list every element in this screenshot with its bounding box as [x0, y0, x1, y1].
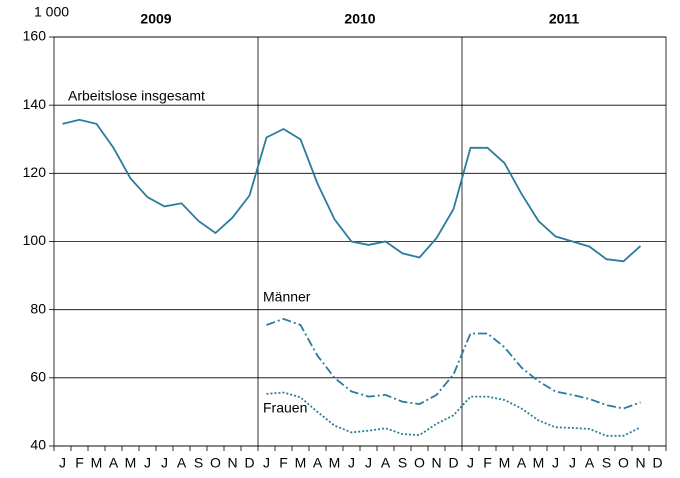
x-tick-label: O — [618, 455, 629, 471]
x-tick-label: N — [635, 455, 645, 471]
x-tick-label: A — [109, 455, 119, 471]
y-tick-label: 140 — [23, 96, 47, 112]
x-tick-label: M — [125, 455, 137, 471]
y-tick-label: 120 — [23, 164, 47, 180]
x-tick-label: F — [279, 455, 288, 471]
series-label: Arbeitslose insgesamt — [68, 88, 205, 104]
x-tick-label: J — [552, 455, 559, 471]
x-tick-label: J — [161, 455, 168, 471]
x-tick-label: M — [91, 455, 103, 471]
x-tick-label: M — [533, 455, 545, 471]
x-tick-label: S — [194, 455, 203, 471]
x-tick-label: A — [381, 455, 391, 471]
x-tick-label: J — [348, 455, 355, 471]
x-tick-label: S — [398, 455, 407, 471]
x-tick-label: A — [517, 455, 527, 471]
x-tick-label: A — [585, 455, 595, 471]
x-tick-label: J — [569, 455, 576, 471]
x-tick-label: J — [467, 455, 474, 471]
x-tick-label: J — [263, 455, 270, 471]
series-label: Männer — [263, 289, 311, 305]
x-tick-label: O — [414, 455, 425, 471]
x-tick-label: F — [75, 455, 84, 471]
series-line — [62, 118, 642, 263]
unit-label: 1 000 — [34, 4, 69, 20]
x-tick-label: J — [59, 455, 66, 471]
y-tick-label: 160 — [23, 28, 47, 44]
x-tick-label: M — [295, 455, 307, 471]
x-tick-label: D — [652, 455, 662, 471]
x-tick-label: S — [602, 455, 611, 471]
x-tick-label: J — [144, 455, 151, 471]
x-tick-label: F — [483, 455, 492, 471]
year-label: 2009 — [140, 11, 171, 27]
y-tick-label: 40 — [30, 437, 46, 453]
series-label: Frauen — [263, 400, 307, 416]
x-tick-label: O — [210, 455, 221, 471]
series-line — [266, 391, 641, 437]
y-tick-label: 80 — [30, 300, 46, 316]
x-tick-label: M — [329, 455, 341, 471]
year-label: 2011 — [549, 11, 580, 27]
x-tick-label: N — [227, 455, 237, 471]
x-tick-label: M — [499, 455, 511, 471]
y-tick-label: 100 — [23, 232, 47, 248]
x-tick-label: D — [448, 455, 458, 471]
series-line — [266, 317, 641, 410]
year-label: 2010 — [344, 11, 375, 27]
x-tick-label: J — [365, 455, 372, 471]
y-tick-label: 60 — [30, 369, 46, 385]
x-tick-label: A — [313, 455, 323, 471]
x-tick-label: N — [431, 455, 441, 471]
x-tick-label: A — [177, 455, 187, 471]
x-tick-label: D — [244, 455, 254, 471]
